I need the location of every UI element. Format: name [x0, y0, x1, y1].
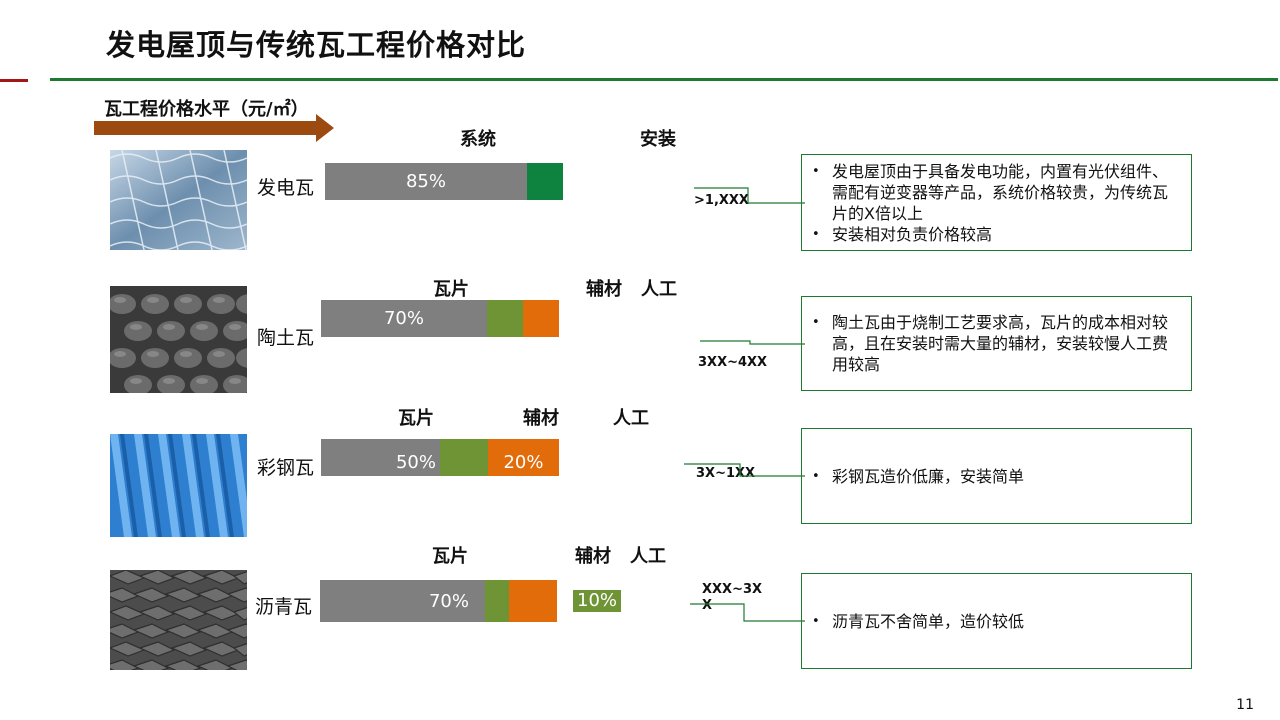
- header-tile: 瓦片: [398, 408, 434, 429]
- bar-segment-material: [485, 580, 509, 622]
- clay-tile-image: [110, 286, 247, 393]
- price-steel-tile: 3X~1XX: [696, 466, 756, 481]
- header-material: 辅材: [575, 546, 611, 567]
- note-solar-tile: 发电屋顶由于具备发电功能，内置有光伏组件、需配有逆变器等产品，系统价格较贵，为传…: [801, 154, 1192, 251]
- note-item: 安装相对负责价格较高: [810, 224, 1181, 245]
- page-title: 发电屋顶与传统瓦工程价格对比: [106, 28, 527, 62]
- note-item: 彩钢瓦造价低廉，安装简单: [810, 466, 1181, 487]
- price-clay-tile: 3XX~4XX: [698, 355, 768, 370]
- bar-segment-labor: [523, 300, 559, 337]
- note-item: 发电屋顶由于具备发电功能，内置有光伏组件、需配有逆变器等产品，系统价格较贵，为传…: [810, 161, 1181, 224]
- note-steel-tile: 彩钢瓦造价低廉，安装简单: [801, 428, 1192, 524]
- bar-segment-tile: 70%: [320, 580, 485, 622]
- header-tile: 瓦片: [433, 279, 469, 300]
- material-share-label: 10%: [573, 590, 622, 612]
- right-arrow-icon: [94, 114, 334, 142]
- header-install: 安装: [640, 129, 676, 150]
- steel-tile-image: [110, 434, 247, 537]
- bar-segment-material: [440, 439, 488, 476]
- header-labor: 人工: [641, 279, 677, 300]
- section-subtitle: 瓦工程价格水平（元/㎡）: [104, 99, 309, 120]
- page-number: 11: [1236, 697, 1254, 713]
- asphalt-tile-image: [110, 570, 247, 670]
- bar-segment-material: [487, 300, 523, 337]
- note-item: 沥青瓦不舍简单，造价较低: [810, 611, 1181, 632]
- header-system: 系统: [460, 129, 496, 150]
- note-asphalt-tile: 沥青瓦不舍简单，造价较低: [801, 573, 1192, 669]
- bar-segment-labor: [509, 580, 557, 622]
- bar-segment-labor: 20%: [488, 439, 559, 476]
- price-asphalt-tile: XXX~3XX: [702, 582, 763, 613]
- price-solar-tile: >1,XXX: [694, 193, 749, 208]
- title-rule-green: [50, 78, 1278, 81]
- header-labor: 人工: [630, 546, 666, 567]
- bar-segment-system: 85%: [325, 163, 527, 200]
- bar-segment-tile: 50%: [321, 439, 440, 476]
- title-rule-red: [0, 79, 28, 82]
- row-label-solar-tile: 发电瓦: [257, 177, 315, 199]
- header-labor: 人工: [613, 408, 649, 429]
- row-label-asphalt-tile: 沥青瓦: [255, 596, 313, 618]
- bar-segment-tile: 70%: [321, 300, 487, 337]
- row-label-steel-tile: 彩钢瓦: [257, 457, 315, 479]
- bar-segment-install: [527, 163, 563, 200]
- header-tile: 瓦片: [432, 546, 468, 567]
- row-label-clay-tile: 陶土瓦: [257, 327, 315, 349]
- header-material: 辅材: [586, 279, 622, 300]
- note-clay-tile: 陶土瓦由于烧制工艺要求高，瓦片的成本相对较高，且在安装时需大量的辅材，安装较慢人…: [801, 296, 1192, 391]
- solar-tile-image: [110, 150, 247, 250]
- header-material: 辅材: [523, 408, 559, 429]
- note-item: 陶土瓦由于烧制工艺要求高，瓦片的成本相对较高，且在安装时需大量的辅材，安装较慢人…: [810, 312, 1181, 375]
